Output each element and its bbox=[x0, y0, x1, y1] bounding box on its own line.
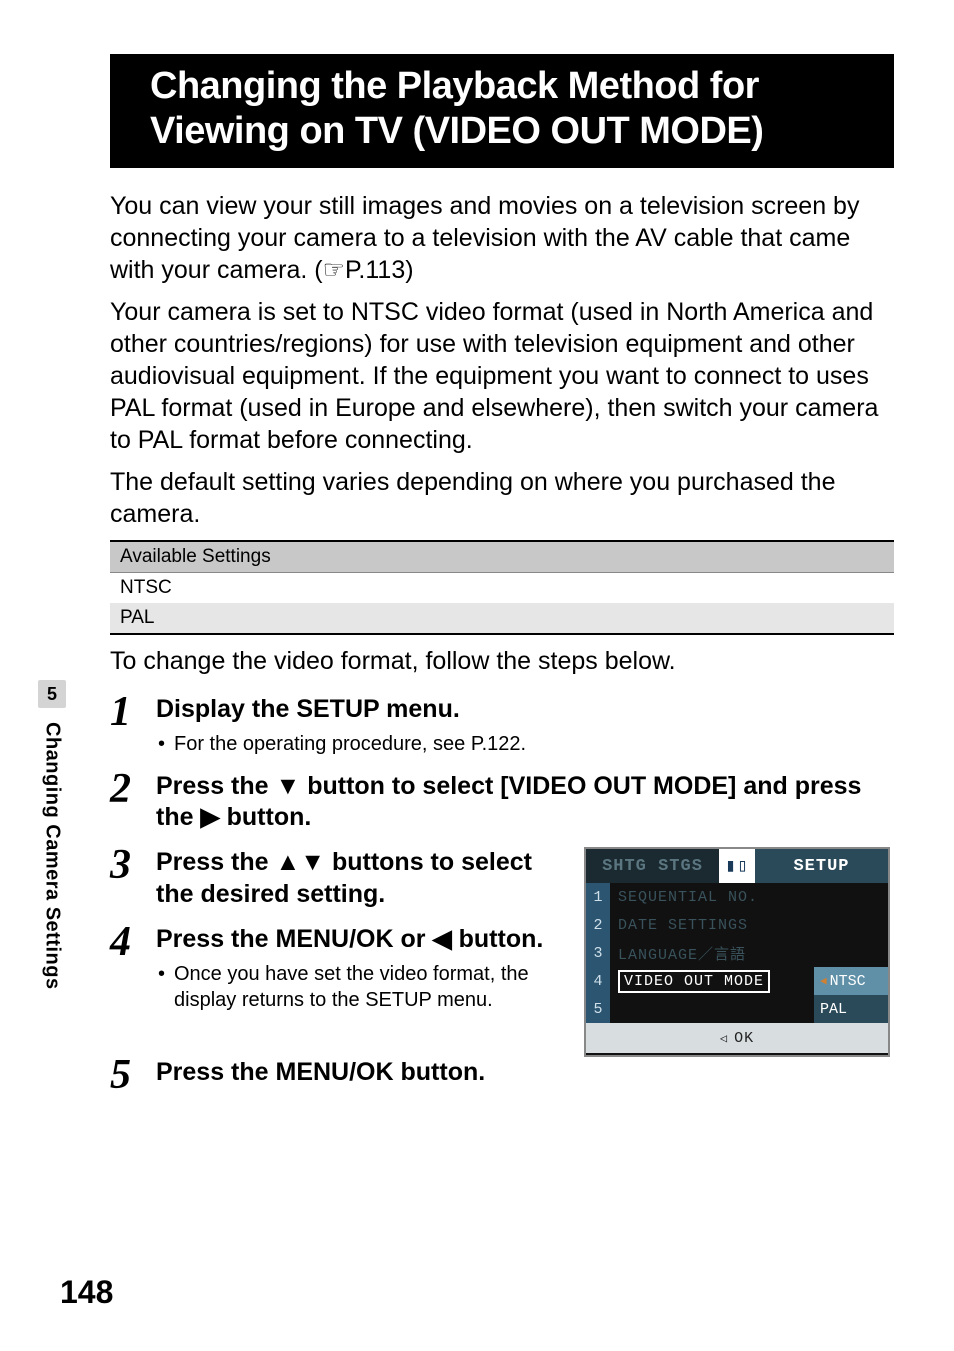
lcd-tabs: SHTG STGS ▮▯ SETUP bbox=[586, 849, 888, 883]
lcd-row-text: DATE SETTINGS bbox=[610, 917, 888, 934]
step-3: 3 Press the ▲▼ buttons to select the des… bbox=[110, 847, 564, 910]
lcd-row-text: LANGUAGE／言語 bbox=[610, 943, 888, 964]
step-number: 1 bbox=[110, 694, 156, 757]
step-4-text-b: button. bbox=[452, 925, 544, 953]
lcd-row-num: 1 bbox=[586, 883, 610, 911]
paragraph-3: The default setting varies depending on … bbox=[110, 466, 894, 530]
lcd-footer-left-icon: ◁ bbox=[720, 1031, 728, 1046]
lcd-row-num: 4 bbox=[586, 967, 610, 995]
step-1: 1 Display the SETUP menu. For the operat… bbox=[110, 694, 894, 757]
step-head: Press the MENU/OK or ◀ button. bbox=[156, 924, 564, 955]
table-row: NTSC bbox=[110, 572, 894, 603]
step-number: 5 bbox=[110, 1057, 156, 1095]
step-4-text-a: Press the MENU/OK or bbox=[156, 925, 432, 953]
lcd-row-num: 3 bbox=[586, 939, 610, 967]
hand-pointer-icon: ☞ bbox=[323, 256, 345, 284]
lcd-row-value: PAL bbox=[814, 995, 888, 1023]
step-head: Press the MENU/OK button. bbox=[156, 1057, 894, 1088]
step-head: Press the ▲▼ buttons to select the desir… bbox=[156, 847, 564, 910]
step-3-text-a: Press the bbox=[156, 848, 276, 876]
lead-text: To change the video format, follow the s… bbox=[110, 647, 894, 676]
paragraph-1: You can view your still images and movie… bbox=[110, 190, 894, 286]
section-number-box: 5 bbox=[38, 680, 66, 708]
available-settings-table: Available Settings NTSC PAL bbox=[110, 540, 894, 635]
up-down-arrows-icon: ▲▼ bbox=[276, 848, 326, 876]
page-title: Changing the Playback Method for Viewing… bbox=[144, 54, 894, 168]
step-2-text-c: button. bbox=[220, 803, 312, 831]
table-row: PAL bbox=[110, 603, 894, 634]
steps-list: 1 Display the SETUP menu. For the operat… bbox=[110, 694, 894, 1096]
step-number: 3 bbox=[110, 847, 156, 910]
lcd-row-value: ◀NTSC bbox=[814, 967, 888, 995]
lcd-row: 3 LANGUAGE／言語 bbox=[586, 939, 888, 967]
lcd-screenshot: SHTG STGS ▮▯ SETUP 1 SEQUENTIAL NO. 2 DA… bbox=[584, 847, 890, 1057]
lcd-footer: ◁ OK bbox=[586, 1023, 888, 1053]
step-4: 4 Press the MENU/OK or ◀ button. Once yo… bbox=[110, 924, 564, 1013]
side-tab: 5 Changing Camera Settings bbox=[38, 680, 66, 990]
step-sub: For the operating procedure, see P.122. bbox=[156, 731, 894, 757]
title-accent bbox=[110, 54, 144, 168]
lcd-footer-text: OK bbox=[734, 1030, 754, 1047]
step-sub: Once you have set the video format, the … bbox=[156, 961, 564, 1013]
lcd-tab-muted: SHTG STGS bbox=[586, 849, 719, 883]
page-title-bar: Changing the Playback Method for Viewing… bbox=[110, 54, 894, 168]
lcd-row-text: VIDEO OUT MODE bbox=[610, 970, 814, 993]
lcd-rows: 1 SEQUENTIAL NO. 2 DATE SETTINGS 3 LANGU… bbox=[586, 883, 888, 1023]
down-arrow-icon: ▼ bbox=[276, 772, 301, 800]
lcd-tab-active: SETUP bbox=[755, 849, 888, 883]
paragraph-1b: P.113) bbox=[345, 256, 414, 284]
section-title-vertical: Changing Camera Settings bbox=[41, 722, 64, 990]
step-2-text-a: Press the bbox=[156, 772, 276, 800]
step-5: 5 Press the MENU/OK button. bbox=[110, 1057, 894, 1095]
lcd-row: 5 PAL bbox=[586, 995, 888, 1023]
page-number: 148 bbox=[60, 1274, 113, 1311]
lcd-value-marker-icon: ◀ bbox=[820, 974, 827, 988]
step-2: 2 Press the ▼ button to select [VIDEO OU… bbox=[110, 771, 894, 834]
paragraph-1a: You can view your still images and movie… bbox=[110, 192, 859, 284]
step-number: 4 bbox=[110, 924, 156, 1013]
paragraph-2: Your camera is set to NTSC video format … bbox=[110, 296, 894, 456]
lcd-row: 1 SEQUENTIAL NO. bbox=[586, 883, 888, 911]
lcd-row-num: 5 bbox=[586, 995, 610, 1023]
lcd-tab-sep-icon: ▮▯ bbox=[719, 849, 755, 883]
step-head: Press the ▼ button to select [VIDEO OUT … bbox=[156, 771, 894, 834]
right-arrow-icon: ▶ bbox=[200, 803, 219, 831]
left-arrow-icon: ◀ bbox=[432, 925, 451, 953]
lcd-row-text: SEQUENTIAL NO. bbox=[610, 889, 888, 906]
lcd-row-num: 2 bbox=[586, 911, 610, 939]
step-head: Display the SETUP menu. bbox=[156, 694, 894, 725]
lcd-value-text: NTSC bbox=[830, 973, 866, 990]
lcd-row: 2 DATE SETTINGS bbox=[586, 911, 888, 939]
lcd-selected-label: VIDEO OUT MODE bbox=[618, 970, 770, 993]
step-number: 2 bbox=[110, 771, 156, 834]
lcd-row-selected: 4 VIDEO OUT MODE ◀NTSC bbox=[586, 967, 888, 995]
table-header: Available Settings bbox=[110, 541, 894, 573]
